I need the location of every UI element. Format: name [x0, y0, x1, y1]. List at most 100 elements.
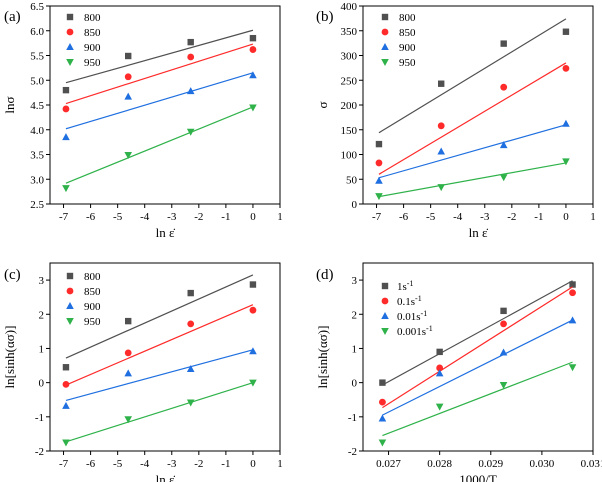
- x-tick-label: 1: [590, 211, 596, 223]
- data-point-s3-1: [435, 403, 444, 411]
- legend-label: 900: [399, 42, 416, 54]
- plot-frame: [49, 262, 281, 452]
- y-tick-label: 3: [352, 275, 358, 287]
- data-point-s2-1: [124, 92, 132, 100]
- data-point-s3-2: [186, 399, 195, 407]
- data-point-s1-0: [375, 159, 383, 167]
- legend-label: 0.001s-1: [397, 324, 433, 338]
- data-point-s3-3: [568, 364, 577, 372]
- data-point-s1-3: [249, 306, 257, 314]
- x-tick-label: -2: [194, 211, 203, 223]
- data-point-s0-2: [500, 40, 507, 47]
- legend-label: 900: [84, 42, 101, 54]
- panel-label: (a): [4, 9, 21, 25]
- fit-line-2: [382, 319, 573, 416]
- x-tick-label: -6: [86, 211, 96, 223]
- data-point-s3-0: [62, 439, 70, 447]
- fit-line-3: [65, 382, 254, 443]
- data-point-s3-3: [249, 104, 257, 112]
- y-tick-label: 3.0: [30, 174, 44, 186]
- x-tick-label: -1: [221, 458, 230, 470]
- data-point-s2-1: [437, 147, 445, 155]
- panel-a: -7 -6 -5 -4 -3 -2 -1 0 1 2.5 3.0 3.5 4.0 4.5 5.0 5.5 6.0…: [2, 1, 283, 240]
- x-tick-label: 0.030: [530, 458, 555, 470]
- x-axis-label: ln ε̇: [156, 225, 176, 240]
- x-tick-label: -2: [507, 211, 516, 223]
- fit-line-1: [65, 304, 254, 386]
- fit-line-1: [378, 62, 567, 175]
- data-point-s1-2: [500, 83, 508, 91]
- data-point-s0-2: [500, 307, 507, 315]
- x-tick-label: -7: [59, 211, 69, 223]
- legend-marker-3: [66, 318, 74, 325]
- data-point-s2-2: [499, 141, 508, 149]
- fit-line-1: [382, 286, 573, 409]
- panel-label: (d): [316, 267, 334, 283]
- y-tick-label: 150: [341, 125, 358, 137]
- panel-d: 0.027 0.028 0.029 0.030 0.031 -2 -1 0 1 2 3 1000/T l…: [315, 262, 602, 482]
- legend-label: 900: [84, 301, 101, 313]
- y-tick-label: 400: [341, 1, 358, 13]
- fit-line-3: [378, 162, 567, 198]
- x-tick-label: -4: [140, 458, 150, 470]
- x-tick-label: 0: [250, 458, 256, 470]
- y-tick-label: -1: [35, 412, 44, 424]
- data-point-s0-0: [375, 140, 383, 148]
- data-point-s2-3: [568, 316, 577, 324]
- data-point-s0-1: [438, 80, 445, 87]
- legend-label: 0.01s-1: [397, 309, 427, 323]
- data-point-s1-2: [187, 53, 195, 61]
- data-point-s0-0: [379, 379, 386, 386]
- y-tick-label: 2.5: [30, 199, 44, 211]
- data-point-s0-3: [249, 281, 257, 288]
- y-axis-label: ln[sinh(ασ)]: [2, 326, 17, 389]
- x-tick-label: 1: [277, 211, 283, 223]
- legend-marker-3: [66, 59, 74, 66]
- y-tick-label: 1: [352, 343, 358, 355]
- data-point-s0-2: [187, 289, 194, 297]
- fit-line-3: [382, 361, 573, 437]
- legend-marker-1: [66, 287, 74, 295]
- legend-marker-2: [66, 302, 74, 309]
- plot-frame: [362, 5, 594, 205]
- data-point-s0-2: [187, 38, 194, 46]
- data-point-s1-3: [569, 289, 576, 297]
- fit-line-2: [378, 124, 567, 179]
- data-point-s0-3: [562, 28, 570, 35]
- data-point-s1-0: [62, 380, 70, 388]
- y-tick-label: 2: [39, 309, 45, 321]
- data-point-s3-1: [124, 416, 132, 424]
- data-point-s0-3: [249, 34, 257, 42]
- data-point-s3-2: [499, 174, 508, 182]
- x-tick-label: 0.027: [376, 458, 401, 470]
- y-tick-label: 3.5: [30, 150, 44, 162]
- legend-marker-0: [66, 13, 74, 21]
- x-tick-label: -7: [59, 458, 69, 470]
- legend: 800 850 900 950: [381, 12, 416, 69]
- data-point-s0-0: [62, 364, 70, 371]
- data-point-s1-1: [124, 349, 132, 357]
- data-point-s3-0: [62, 185, 70, 193]
- y-tick-label: 6.0: [30, 26, 44, 38]
- legend-marker-1: [66, 28, 74, 36]
- y-tick-label: 0: [39, 378, 45, 390]
- x-tick-label: 0: [563, 211, 569, 223]
- x-axis-label: ln ε̇: [156, 472, 176, 482]
- legend-marker-1: [381, 297, 389, 305]
- legend-marker-1: [381, 28, 389, 36]
- y-tick-label: 5.0: [30, 75, 44, 87]
- legend-label: 850: [84, 286, 101, 298]
- legend-label: 1s-1: [397, 279, 413, 293]
- fit-line-0: [65, 274, 254, 359]
- y-axis-label: ln[sinh(ασ)]: [315, 326, 330, 389]
- panel-label: (b): [316, 9, 334, 25]
- data-point-s2-0: [62, 401, 70, 409]
- panel-c: -7 -6 -5 -4 -3 -2 -1 0 1 -2 -1 0 1 2 3 ln ε̇ ln[sinh(ασ)…: [2, 262, 283, 482]
- data-point-s0-3: [569, 281, 576, 288]
- data-point-s2-0: [378, 414, 387, 422]
- data-point-s2-3: [249, 71, 257, 79]
- legend: 1s-10.1s-10.01s-10.001s-1: [381, 279, 433, 338]
- y-tick-label: 100: [341, 150, 358, 162]
- panel-label: (c): [4, 267, 21, 283]
- data-point-s3-2: [186, 128, 195, 136]
